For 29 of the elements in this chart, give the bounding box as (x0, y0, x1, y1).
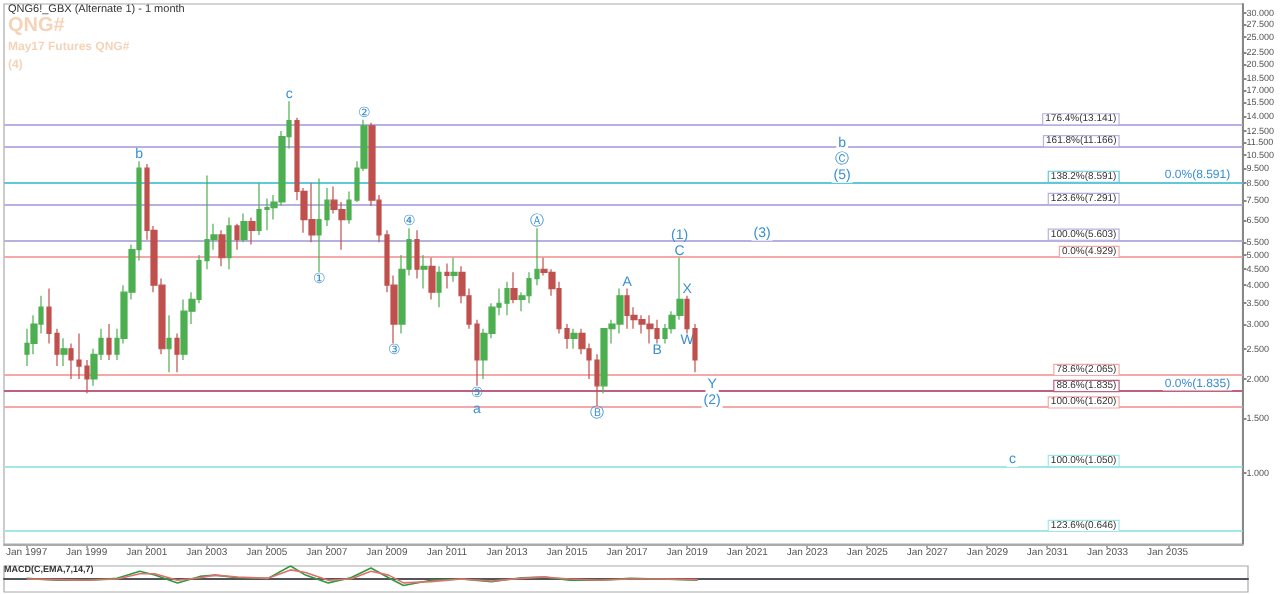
text: QNG# (8, 15, 66, 37)
candlestick (450, 257, 458, 283)
candlestick (218, 229, 226, 267)
candlestick (428, 257, 436, 301)
candlestick (106, 323, 112, 361)
candlestick (570, 328, 578, 350)
candlestick (60, 337, 68, 367)
candlestick (180, 298, 188, 361)
candlestick (308, 182, 316, 243)
candlestick (654, 319, 660, 345)
candlestick (600, 328, 608, 394)
candlestick (414, 229, 420, 280)
candlestick (234, 223, 240, 251)
candlestick (166, 314, 172, 373)
candlestick (638, 314, 646, 335)
candlestick (624, 288, 630, 330)
candlestick (174, 332, 180, 373)
candlestick (444, 262, 450, 290)
candlestick (420, 254, 428, 290)
candlestick (226, 216, 232, 270)
candlestick (256, 182, 262, 236)
candlestick (646, 314, 654, 345)
candlestick (248, 216, 256, 246)
candlestick (240, 212, 248, 243)
candlestick (616, 288, 624, 335)
candlestick (316, 177, 322, 273)
candlestick (510, 271, 518, 304)
candlestick (504, 281, 510, 316)
candlestick (436, 265, 442, 308)
